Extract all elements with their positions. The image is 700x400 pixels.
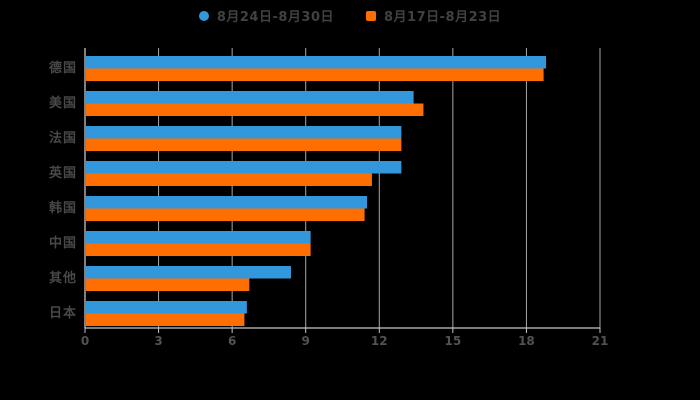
x-tick-label: 12 [371, 334, 388, 348]
bar [86, 301, 247, 314]
series1-legend-label: 8月24日-8月30日 [216, 10, 334, 25]
x-tick-label: 3 [154, 334, 162, 348]
series2-legend-label: 8月17日-8月23日 [384, 10, 502, 25]
bar [86, 196, 368, 209]
y-category-label: 韩国 [49, 200, 77, 216]
legend-item-week-aug24-30[interactable]: 8月24日-8月30日 [198, 6, 334, 25]
bar [86, 313, 245, 326]
bar [86, 266, 291, 279]
x-tick-label: 15 [445, 334, 462, 348]
bar [86, 208, 365, 221]
legend-item-week-aug17-23[interactable]: 8月17日-8月23日 [366, 6, 501, 25]
x-tick-label: 6 [228, 334, 236, 348]
y-category-label: 美国 [49, 95, 77, 111]
bar [86, 231, 311, 244]
bar [86, 138, 402, 151]
bar [86, 278, 250, 291]
bar [86, 68, 544, 81]
bar [86, 103, 424, 116]
bar [86, 56, 547, 69]
series1-legend-marker-icon [198, 10, 209, 21]
x-tick-label: 18 [518, 334, 535, 348]
bar [86, 161, 402, 174]
series2-legend-marker-icon [366, 10, 376, 21]
bar [86, 126, 402, 139]
y-category-label: 日本 [49, 305, 77, 321]
x-tick-label: 0 [81, 334, 89, 348]
bar [86, 173, 372, 186]
y-category-label: 德国 [49, 60, 77, 76]
bar [86, 243, 311, 256]
bar [86, 91, 414, 104]
y-category-label: 其他 [49, 270, 77, 286]
x-tick-label: 9 [302, 334, 310, 348]
x-tick-label: 21 [592, 334, 609, 348]
y-category-label: 中国 [49, 235, 77, 251]
y-category-label: 法国 [49, 130, 77, 146]
chart-legend: 8月24日-8月30日 8月17日-8月23日 [0, 6, 700, 25]
y-category-label: 英国 [48, 165, 77, 181]
